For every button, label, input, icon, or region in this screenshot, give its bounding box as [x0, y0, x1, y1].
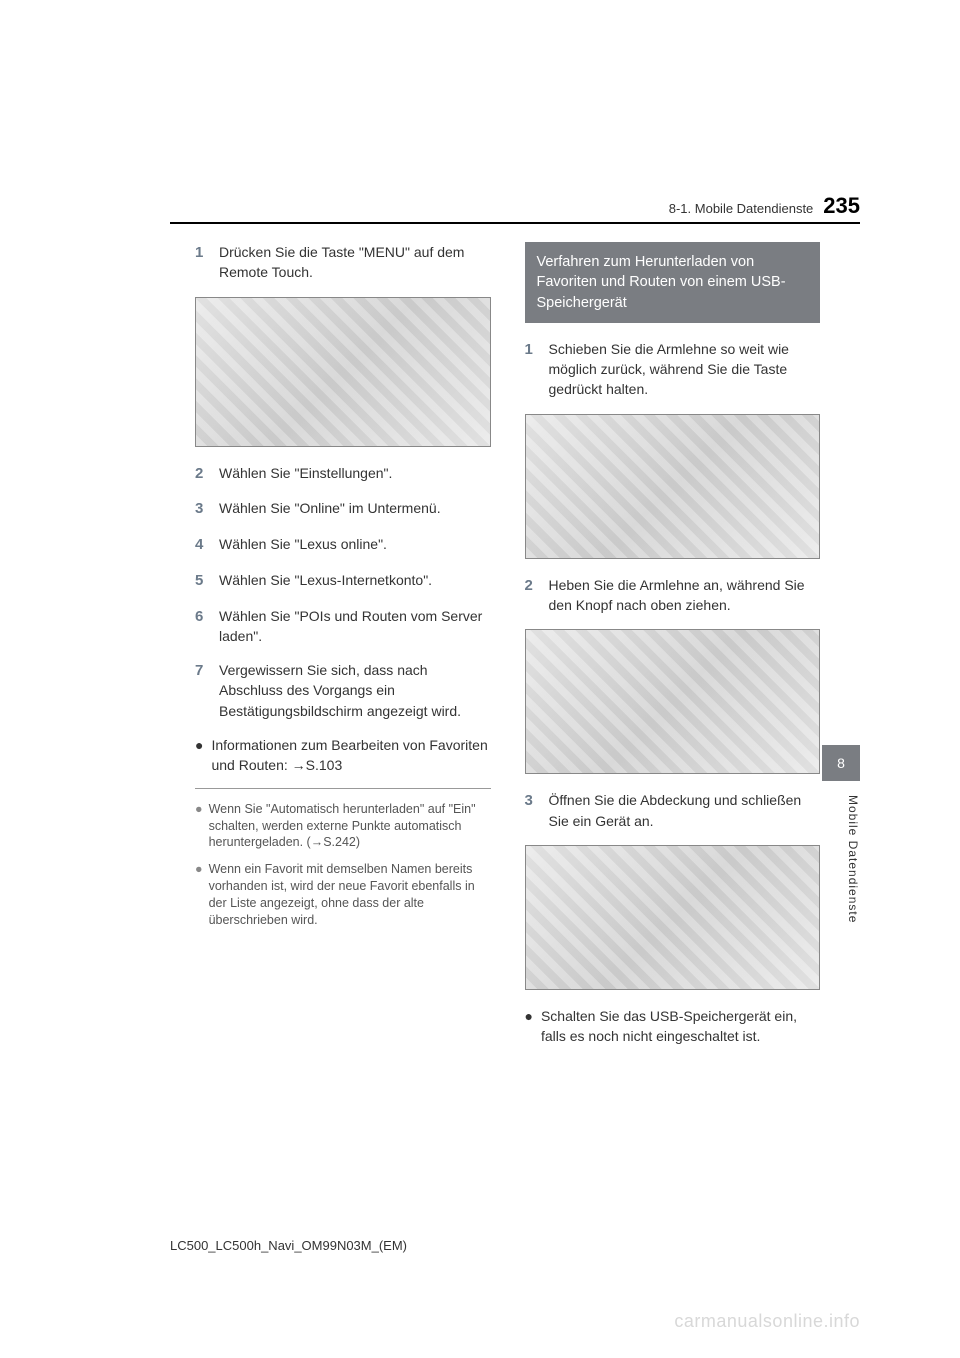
- step-number: 6: [195, 606, 207, 647]
- figure-usb-connect: [525, 845, 821, 990]
- chapter-vertical-label: Mobile Datendienste: [822, 781, 860, 923]
- chapter-number-badge: 8: [822, 745, 860, 781]
- bullet-text: Schalten Sie das USB-Speichergerät ein, …: [541, 1006, 820, 1047]
- bullet-item: ● Informationen zum Bearbeiten von Favor…: [195, 735, 491, 776]
- step-number: 3: [195, 498, 207, 520]
- bullet-text: Informationen zum Bearbeiten von Favorit…: [211, 735, 490, 776]
- step-text: Vergewissern Sie sich, dass nach Abschlu…: [219, 660, 491, 721]
- step-item: 2 Heben Sie die Armlehne an, während Sie…: [525, 575, 821, 616]
- step-number: 5: [195, 570, 207, 592]
- left-column: 1 Drücken Sie die Taste "MENU" auf dem R…: [195, 242, 491, 1059]
- header-page-number: 235: [823, 193, 860, 219]
- step-item: 1 Schieben Sie die Armlehne so weit wie …: [525, 339, 821, 400]
- step-text: Heben Sie die Armlehne an, während Sie d…: [549, 575, 821, 616]
- bullet-icon: ●: [525, 1006, 533, 1047]
- step-item: 7 Vergewissern Sie sich, dass nach Absch…: [195, 660, 491, 721]
- step-text: Drücken Sie die Taste "MENU" auf dem Rem…: [219, 242, 491, 283]
- step-number: 2: [525, 575, 537, 616]
- step-text: Wählen Sie "Lexus-Internetkonto".: [219, 570, 432, 592]
- section-heading-box: Verfahren zum Herunterladen von Favorite…: [525, 242, 821, 323]
- step-item: 5 Wählen Sie "Lexus-Internetkonto".: [195, 570, 491, 592]
- step-text: Wählen Sie "POIs und Routen vom Server l…: [219, 606, 491, 647]
- page: 8-1. Mobile Datendienste 235 1 Drücken S…: [0, 0, 960, 1358]
- notes-divider: [195, 788, 491, 789]
- step-item: 6 Wählen Sie "POIs und Routen vom Server…: [195, 606, 491, 647]
- step-item: 3 Öffnen Sie die Abdeckung und schließen…: [525, 790, 821, 831]
- step-number: 4: [195, 534, 207, 556]
- step-text: Wählen Sie "Online" im Untermenü.: [219, 498, 441, 520]
- step-number: 7: [195, 660, 207, 721]
- right-column: Verfahren zum Herunterladen von Favorite…: [525, 242, 861, 1059]
- step-text: Öffnen Sie die Abdeckung und schließen S…: [549, 790, 821, 831]
- step-text: Wählen Sie "Lexus online".: [219, 534, 387, 556]
- step-item: 2 Wählen Sie "Einstellungen".: [195, 463, 491, 485]
- step-number: 2: [195, 463, 207, 485]
- step-text: Schieben Sie die Armlehne so weit wie mö…: [549, 339, 821, 400]
- step-item: 3 Wählen Sie "Online" im Untermenü.: [195, 498, 491, 520]
- note-bullet-icon: ●: [195, 861, 203, 929]
- step-number: 1: [525, 339, 537, 400]
- page-header: 8-1. Mobile Datendienste 235: [170, 193, 860, 219]
- bullet-icon: ●: [195, 735, 203, 776]
- step-number: 3: [525, 790, 537, 831]
- header-section-label: 8-1. Mobile Datendienste: [669, 201, 814, 216]
- footer-document-code: LC500_LC500h_Navi_OM99N03M_(EM): [170, 1238, 407, 1253]
- figure-armrest-slide: [525, 414, 821, 559]
- note-text: Wenn ein Favorit mit demselben Namen ber…: [209, 861, 491, 929]
- bullet-item: ● Schalten Sie das USB-Speichergerät ein…: [525, 1006, 821, 1047]
- content-columns: 1 Drücken Sie die Taste "MENU" auf dem R…: [195, 242, 860, 1059]
- note-text: Wenn Sie "Automatisch herunterladen" auf…: [209, 801, 491, 852]
- note-item: ● Wenn Sie "Automatisch herunterladen" a…: [195, 801, 491, 852]
- step-number: 1: [195, 242, 207, 283]
- watermark-text: carmanualsonline.info: [674, 1311, 860, 1332]
- figure-armrest-lift: [525, 629, 821, 774]
- note-item: ● Wenn ein Favorit mit demselben Namen b…: [195, 861, 491, 929]
- figure-dashboard-menu: [195, 297, 491, 447]
- step-item: 4 Wählen Sie "Lexus online".: [195, 534, 491, 556]
- note-bullet-icon: ●: [195, 801, 203, 852]
- header-rule: [170, 222, 860, 224]
- chapter-side-tab: 8 Mobile Datendienste: [822, 745, 860, 955]
- step-item: 1 Drücken Sie die Taste "MENU" auf dem R…: [195, 242, 491, 283]
- step-text: Wählen Sie "Einstellungen".: [219, 463, 392, 485]
